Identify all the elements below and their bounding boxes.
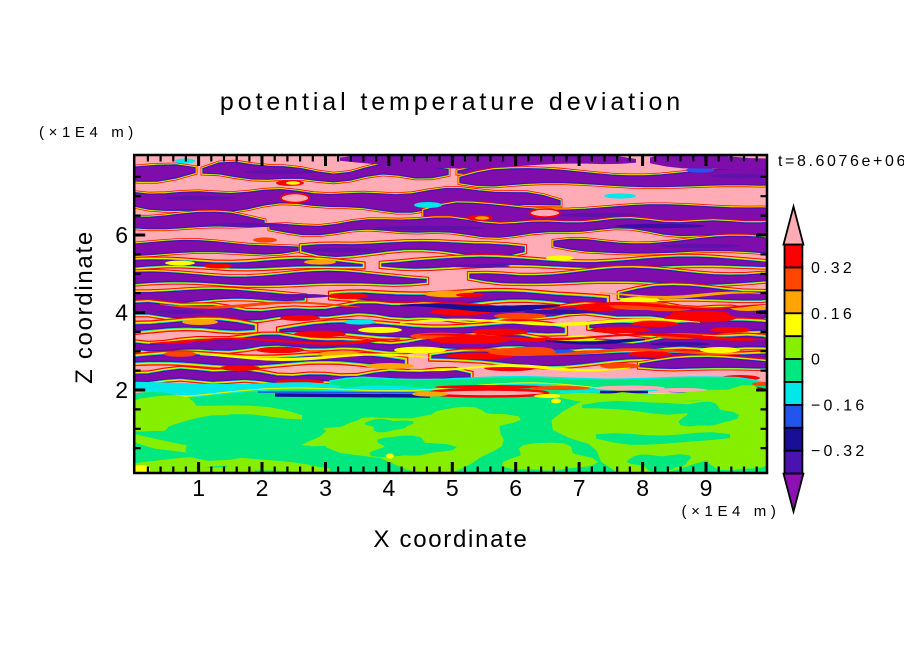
svg-text:8: 8 (636, 475, 649, 501)
svg-text:4: 4 (115, 300, 128, 326)
svg-text:(×1E4 m): (×1E4 m) (39, 124, 138, 141)
svg-text:6: 6 (509, 475, 522, 501)
svg-text:−0.32: −0.32 (811, 443, 867, 460)
svg-text:6: 6 (115, 222, 128, 248)
svg-text:0.16: 0.16 (811, 306, 855, 323)
svg-text:(×1E4 m): (×1E4 m) (682, 503, 781, 520)
svg-text:4: 4 (383, 475, 396, 501)
svg-text:5: 5 (446, 475, 459, 501)
svg-text:−0.16: −0.16 (811, 397, 867, 414)
svg-text:2: 2 (115, 377, 128, 403)
svg-text:X coordinate: X coordinate (373, 526, 528, 553)
svg-text:0.32: 0.32 (811, 260, 855, 277)
svg-text:Z coordinate: Z coordinate (71, 230, 98, 384)
svg-text:0: 0 (811, 352, 823, 369)
svg-text:2: 2 (256, 475, 269, 501)
svg-text:9: 9 (700, 475, 713, 501)
svg-text:3: 3 (319, 475, 332, 501)
svg-text:t=8.6076e+06: t=8.6076e+06 (778, 153, 904, 170)
svg-text:potential temperature deviatio: potential temperature deviation (220, 88, 684, 116)
svg-text:7: 7 (573, 475, 586, 501)
svg-text:1: 1 (192, 475, 205, 501)
